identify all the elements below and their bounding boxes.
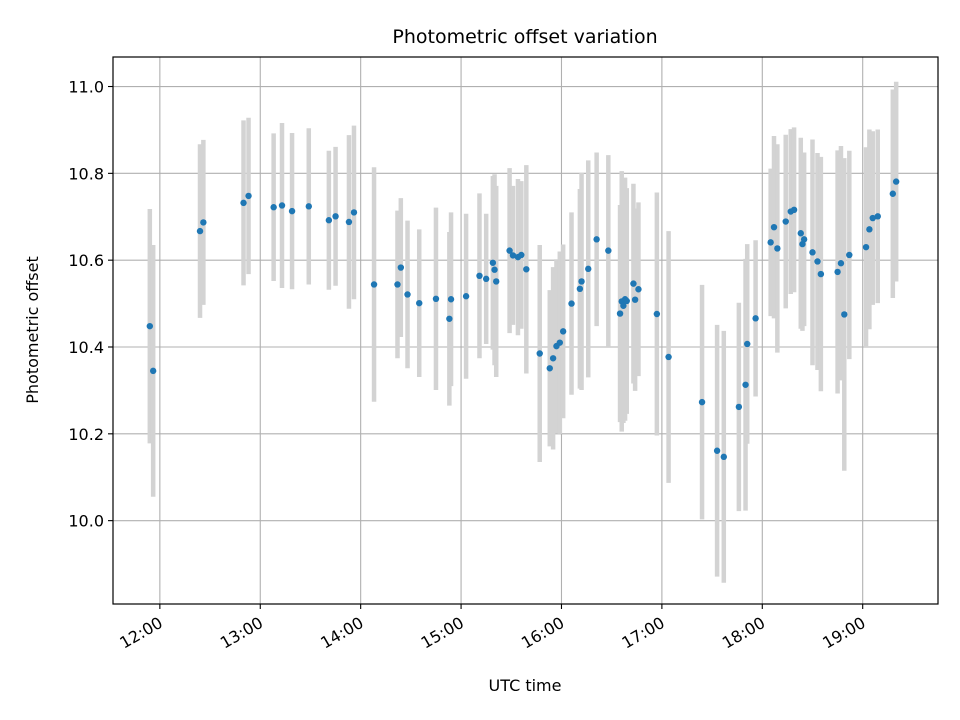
data-point — [797, 230, 804, 237]
y-tick-label: 10.6 — [68, 251, 104, 270]
data-point — [800, 236, 808, 243]
data-point — [325, 217, 333, 224]
data-point — [568, 300, 575, 307]
data-point — [462, 293, 470, 300]
data-point — [630, 280, 637, 287]
data-point — [869, 214, 876, 222]
data-point — [635, 286, 642, 293]
x-axis-label: UTC time — [489, 676, 562, 695]
data-point — [698, 398, 706, 406]
data-point — [752, 315, 759, 322]
data-point — [146, 322, 154, 330]
data-point — [744, 340, 751, 348]
y-axis-label: Photometric offset — [23, 256, 42, 404]
data-point — [620, 302, 627, 309]
data-point — [270, 204, 277, 211]
plot-frame — [112, 56, 939, 605]
data-point — [846, 251, 853, 259]
data-point — [482, 275, 490, 283]
y-tick-label: 10.8 — [68, 164, 104, 183]
data-point — [523, 266, 530, 273]
data-point — [476, 272, 483, 279]
data-point — [432, 295, 440, 303]
data-point — [394, 281, 401, 288]
data-point — [841, 311, 848, 318]
data-point — [332, 213, 339, 220]
data-point — [397, 264, 405, 271]
data-point — [889, 190, 897, 197]
data-point — [874, 213, 881, 220]
data-point — [196, 227, 204, 235]
data-point — [767, 239, 774, 246]
data-point — [834, 268, 841, 276]
data-point — [446, 315, 453, 322]
data-point — [240, 199, 247, 207]
data-point — [350, 209, 358, 216]
data-point — [559, 328, 567, 335]
data-point — [518, 251, 525, 259]
data-point — [782, 218, 789, 225]
data-point — [735, 403, 743, 411]
data-point — [576, 285, 584, 293]
data-point — [817, 270, 825, 278]
y-tick-label: 10.0 — [68, 512, 104, 531]
data-point — [536, 350, 543, 357]
data-point — [774, 245, 781, 252]
data-point — [578, 278, 585, 285]
data-point — [491, 266, 498, 273]
data-point — [623, 297, 630, 305]
y-tick-label: 11.0 — [68, 78, 104, 97]
y-tick-label: 10.4 — [68, 338, 104, 357]
data-point — [720, 453, 728, 461]
chart-title: Photometric offset variation — [392, 26, 657, 48]
data-point — [742, 381, 749, 388]
data-point — [790, 206, 798, 214]
data-point — [631, 296, 639, 303]
data-point — [447, 296, 455, 303]
data-point — [616, 310, 624, 317]
data-point — [489, 259, 497, 266]
data-point — [546, 365, 553, 372]
data-point — [585, 265, 592, 273]
data-points — [146, 178, 900, 461]
data-point — [653, 310, 661, 318]
data-point — [149, 367, 157, 375]
data-point — [862, 243, 870, 251]
data-point — [278, 202, 286, 209]
data-point — [814, 258, 821, 265]
data-point — [556, 339, 564, 346]
data-point — [506, 247, 513, 254]
data-point — [549, 355, 557, 362]
data-point — [200, 219, 207, 226]
data-point — [665, 353, 672, 361]
data-point — [605, 247, 612, 254]
data-point — [837, 260, 845, 267]
y-tick-label: 10.2 — [68, 425, 104, 444]
data-point — [345, 218, 353, 226]
data-point — [404, 291, 411, 298]
data-point — [509, 252, 517, 259]
data-point — [370, 281, 378, 288]
data-point — [493, 278, 500, 285]
data-point — [866, 226, 873, 233]
data-point — [713, 447, 721, 454]
data-point — [245, 192, 252, 200]
data-point — [593, 236, 600, 243]
data-point — [809, 249, 816, 256]
data-point — [288, 207, 296, 215]
data-point — [770, 223, 778, 231]
data-point — [892, 178, 900, 185]
data-point — [416, 299, 423, 307]
data-point — [305, 203, 312, 210]
